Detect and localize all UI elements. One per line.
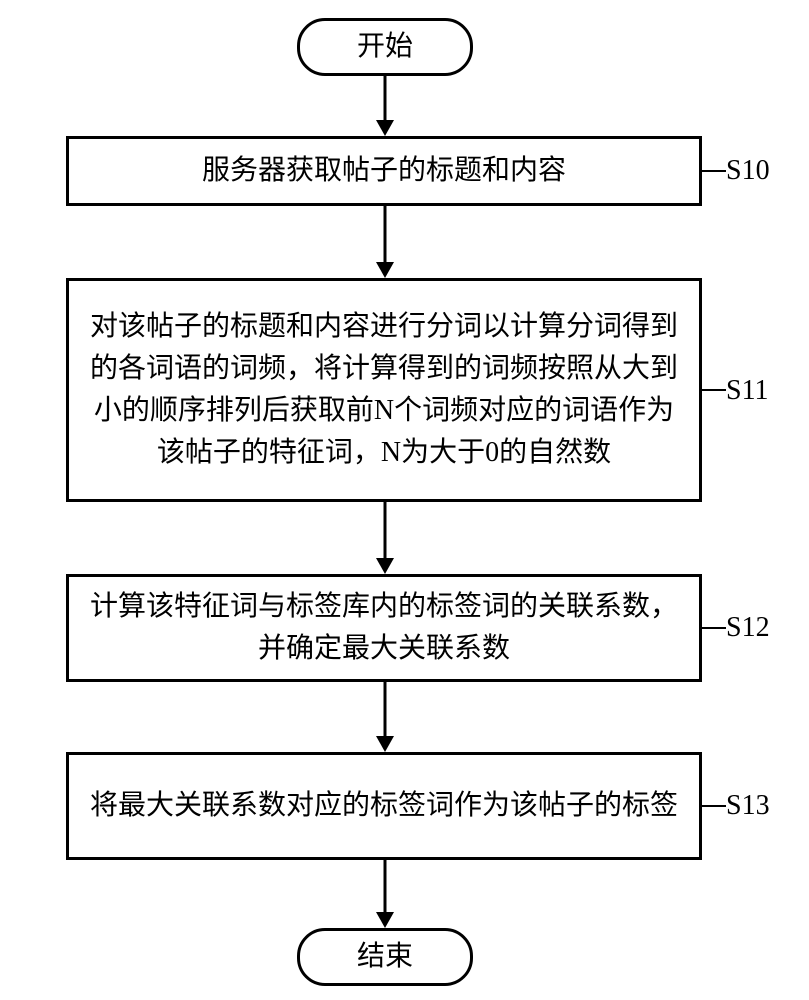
label-connector <box>702 805 726 807</box>
step-label-s12: S12 <box>726 612 770 644</box>
label-connector <box>702 389 726 391</box>
node-s11-text: 对该帖子的标题和内容进行分词以计算分词得到的各词语的词频，将计算得到的词频按照从… <box>89 306 679 474</box>
flowchart-terminal-end: 结束 <box>297 928 473 986</box>
node-s13-text: 将最大关联系数对应的标签词作为该帖子的标签 <box>90 785 678 827</box>
flowchart-container: 开始 服务器获取帖子的标题和内容 S10 对该帖子的标题和内容进行分词以计算分词… <box>0 0 809 1000</box>
edge-line <box>384 860 387 912</box>
edge-line <box>384 502 387 558</box>
edge-line <box>384 76 387 120</box>
label-s10-text: S10 <box>726 155 770 186</box>
edge-arrowhead <box>376 736 394 752</box>
edge-line <box>384 206 387 262</box>
flowchart-process-s10: 服务器获取帖子的标题和内容 <box>66 136 702 206</box>
label-s12-text: S12 <box>726 612 770 643</box>
flowchart-process-s12: 计算该特征词与标签库内的标签词的关联系数，并确定最大关联系数 <box>66 574 702 682</box>
node-end-text: 结束 <box>357 936 413 978</box>
edge-arrowhead <box>376 262 394 278</box>
step-label-s11: S11 <box>726 375 769 407</box>
node-s10-text: 服务器获取帖子的标题和内容 <box>202 150 566 192</box>
label-connector <box>702 170 726 172</box>
label-s11-text: S11 <box>726 375 769 406</box>
flowchart-terminal-start: 开始 <box>297 18 473 76</box>
flowchart-process-s13: 将最大关联系数对应的标签词作为该帖子的标签 <box>66 752 702 860</box>
node-start-text: 开始 <box>357 26 413 68</box>
node-s12-text: 计算该特征词与标签库内的标签词的关联系数，并确定最大关联系数 <box>89 586 679 670</box>
edge-arrowhead <box>376 912 394 928</box>
edge-arrowhead <box>376 120 394 136</box>
step-label-s13: S13 <box>726 790 770 822</box>
label-connector <box>702 627 726 629</box>
flowchart-process-s11: 对该帖子的标题和内容进行分词以计算分词得到的各词语的词频，将计算得到的词频按照从… <box>66 278 702 502</box>
edge-arrowhead <box>376 558 394 574</box>
step-label-s10: S10 <box>726 155 770 187</box>
label-s13-text: S13 <box>726 790 770 821</box>
edge-line <box>384 682 387 736</box>
